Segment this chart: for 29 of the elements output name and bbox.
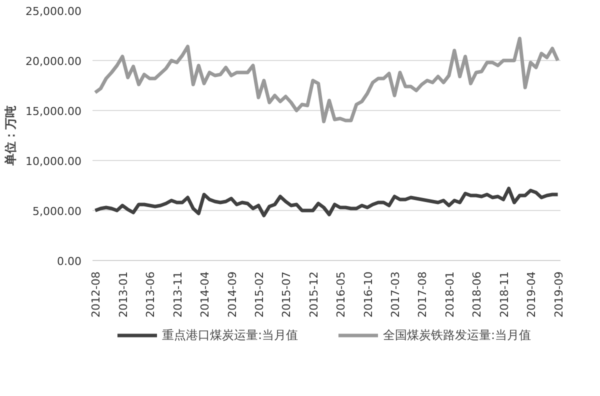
x-tick-label: 2018-11 [498, 271, 511, 318]
x-tick-label: 2019-09 [552, 271, 566, 318]
y-tick-label: 5,000.00 [32, 205, 82, 218]
x-tick-label: 2019-04 [525, 271, 538, 318]
y-tick-label: 10,000.00 [26, 155, 82, 168]
x-tick-label: 2016-10 [362, 271, 375, 318]
legend-label: 重点港口煤炭运量:当月值 [162, 326, 298, 344]
x-tick-label: 2017-08 [416, 271, 430, 318]
x-tick-label: 2013-06 [144, 271, 158, 318]
x-tick-label: 2012-08 [90, 271, 103, 318]
x-tick-label: 2016-05 [334, 271, 348, 318]
y-tick-label: 0.00 [57, 255, 82, 268]
x-tick-label: 2015-02 [252, 271, 266, 318]
line-series [93, 186, 560, 218]
x-tick-label: 2015-12 [307, 271, 320, 318]
y-tick-label: 20,000.00 [26, 55, 82, 68]
y-tick-label: 15,000.00 [26, 105, 82, 118]
x-tick-label: 2013-11 [171, 271, 184, 318]
x-tick-label: 2014-09 [226, 271, 239, 318]
y-axis-title: 单位：万吨 [4, 106, 18, 166]
legend-label: 全国煤炭铁路发运量:当月值 [383, 326, 532, 344]
x-tick-label: 2018-06 [470, 271, 484, 318]
x-tick-label: 2013-01 [116, 271, 130, 318]
x-tick-label: 2014-04 [198, 271, 212, 318]
x-tick-label: 2017-03 [389, 271, 402, 318]
y-tick-label: 25,000.00 [26, 5, 82, 18]
x-tick-label: 2015-07 [280, 271, 294, 318]
x-tick-label: 2018-01 [443, 271, 456, 318]
line-series [93, 36, 560, 124]
